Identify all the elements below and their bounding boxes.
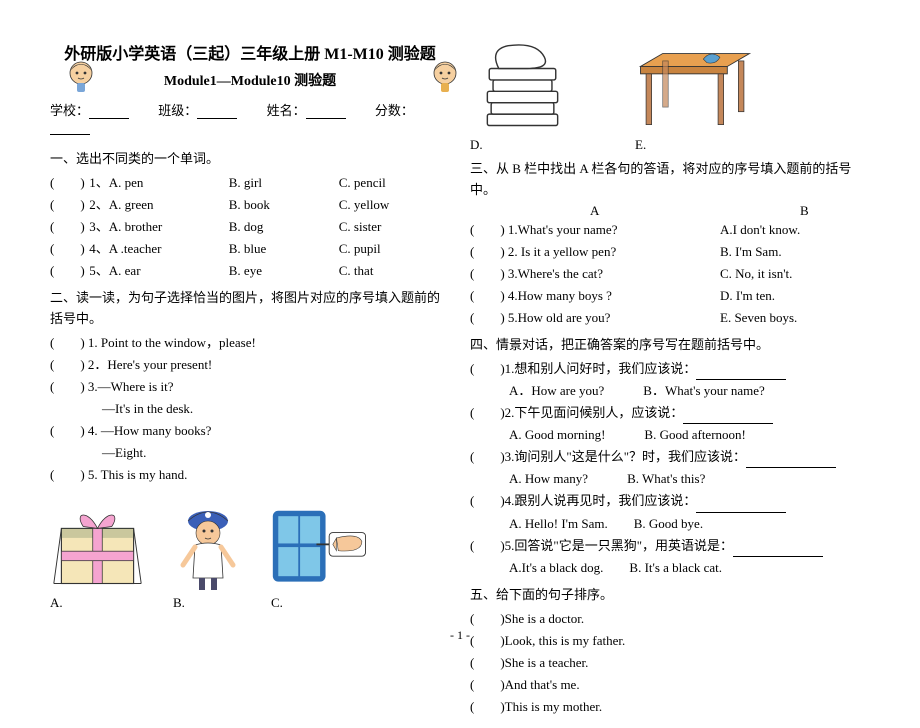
pic-d-books: D. <box>470 40 575 153</box>
s4-o2: A. Good morning! B. Good afternoon! <box>470 424 870 446</box>
s5-r5: ( )This is my mother. <box>470 696 870 718</box>
score-label: 分数： <box>375 103 414 118</box>
s2-item-3a: ( ) 3.—Where is it? <box>50 376 450 398</box>
s2-item-4a: ( ) 4. —How many books? <box>50 420 450 442</box>
s3-row-3: ( ) 3.Where's the cat?C. No, it isn't. <box>470 263 870 285</box>
s5-r4: ( )And that's me. <box>470 674 870 696</box>
s1-row-4: ( ) 4、A .teacherB. blueC. pupil <box>50 238 450 260</box>
decor-face-right <box>430 58 460 94</box>
s4-q4: ( )4.跟别人说再见时，我们应该说： <box>470 490 870 512</box>
s3-row-1: ( ) 1.What's your name?A.I don't know. <box>470 219 870 241</box>
title-main: 外研版小学英语（三起）三年级上册 M1-M10 测验题 <box>50 40 450 64</box>
school-blank <box>89 104 129 119</box>
s1-row-2: ( ) 2、A. greenB. bookC. yellow <box>50 194 450 216</box>
s3-row-2: ( ) 2. Is it a yellow pen?B. I'm Sam. <box>470 241 870 263</box>
s4-o4: A. Hello! I'm Sam. B. Good bye. <box>470 513 870 535</box>
school-label: 学校： <box>50 103 89 118</box>
s1-row-1: ( ) 1、A. penB. girlC. pencil <box>50 172 450 194</box>
decor-face-left <box>66 58 96 94</box>
pic-label-b: B. <box>173 595 243 611</box>
pic-a-gift: A. <box>50 498 145 611</box>
s1-row-3: ( ) 3、A. brotherB. dogC. sister <box>50 216 450 238</box>
pic-c-window: C. <box>271 503 371 611</box>
score-blank <box>50 120 90 135</box>
right-column: D. E. 三、从 B 栏中找出 A 栏各句的答语，将对应的序号填入题前的括号中… <box>470 40 870 718</box>
pic-e-desk: E. <box>635 45 755 153</box>
section1-heading: 一、选出不同类的一个单词。 <box>50 149 450 170</box>
pic-label-c: C. <box>271 595 371 611</box>
s5-r3: ( )She is a teacher. <box>470 652 870 674</box>
class-blank <box>197 104 237 119</box>
s5-r1: ( )She is a doctor. <box>470 608 870 630</box>
s4-q3: ( )3.询问别人"这是什么"？时，我们应该说： <box>470 446 870 468</box>
title-sub: Module1—Module10 测验题 <box>50 70 450 90</box>
s3-col-b: B <box>800 203 809 219</box>
s4-o1: A．How are you? B．What's your name? <box>470 380 870 402</box>
s4-q5: ( )5.回答说"它是一只黑狗"，用英语说是： <box>470 535 870 557</box>
s3-ab-head: A B <box>470 203 870 219</box>
s4-o5: A.It's a black dog. B. It's a black cat. <box>470 557 870 579</box>
class-label: 班级： <box>158 103 197 118</box>
pic-label-e: E. <box>635 137 755 153</box>
pic-b-boy: B. <box>173 493 243 611</box>
s2-item-5: ( ) 5. This is my hand. <box>50 464 450 486</box>
info-line: 学校： 班级： 姓名： 分数： <box>50 100 450 135</box>
s4-o3: A. How many? B. What's this? <box>470 468 870 490</box>
s3-row-5: ( ) 5.How old are you?E. Seven boys. <box>470 307 870 329</box>
s4-q2: ( )2.下午见面问候别人，应该说： <box>470 402 870 424</box>
section2-heading: 二、读一读，为句子选择恰当的图片，将图片对应的序号填入题前的括号中。 <box>50 288 450 330</box>
section3-heading: 三、从 B 栏中找出 A 栏各句的答语，将对应的序号填入题前的括号中。 <box>470 159 870 201</box>
pic-label-d: D. <box>470 137 575 153</box>
section5-heading: 五、给下面的句子排序。 <box>470 585 870 606</box>
s3-col-a: A <box>470 203 800 219</box>
s2-item-1: ( ) 1. Point to the window，please! <box>50 332 450 354</box>
name-label: 姓名： <box>267 103 306 118</box>
name-blank <box>306 104 346 119</box>
s4-q1: ( )1.想和别人问好时，我们应该说： <box>470 358 870 380</box>
s2-item-2: ( ) 2．Here's your present! <box>50 354 450 376</box>
pic-label-a: A. <box>50 595 145 611</box>
left-column: 外研版小学英语（三起）三年级上册 M1-M10 测验题 Module1—Modu… <box>50 40 450 718</box>
s2-item-4b: —Eight. <box>50 442 450 464</box>
s3-row-4: ( ) 4.How many boys ?D. I'm ten. <box>470 285 870 307</box>
section4-heading: 四、情景对话，把正确答案的序号写在题前括号中。 <box>470 335 870 356</box>
pics-row-de: D. E. <box>470 40 870 153</box>
page-number: - 1 - <box>0 628 920 643</box>
pics-row-abc: A. B. <box>50 493 450 611</box>
s2-item-3b: —It's in the desk. <box>50 398 450 420</box>
s1-row-5: ( ) 5、A. earB. eyeC. that <box>50 260 450 282</box>
page: 外研版小学英语（三起）三年级上册 M1-M10 测验题 Module1—Modu… <box>0 0 920 728</box>
